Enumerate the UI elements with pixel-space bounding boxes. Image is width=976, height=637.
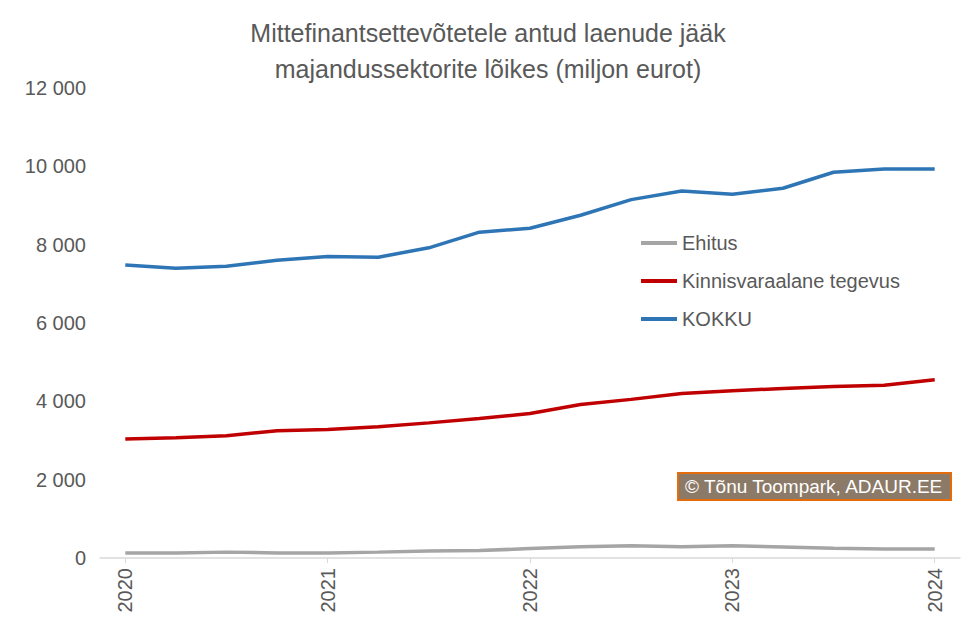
- svg-text:2023: 2023: [721, 568, 743, 613]
- svg-text:8 000: 8 000: [36, 234, 86, 256]
- svg-text:2 000: 2 000: [36, 469, 86, 491]
- svg-text:4 000: 4 000: [36, 390, 86, 412]
- svg-text:10 000: 10 000: [25, 155, 86, 177]
- svg-text:2020: 2020: [114, 568, 136, 613]
- svg-text:12 000: 12 000: [25, 77, 86, 99]
- svg-text:© Tõnu Toompark, ADAUR.EE: © Tõnu Toompark, ADAUR.EE: [685, 476, 942, 497]
- svg-text:majandussektorite lõikes (milj: majandussektorite lõikes (miljon eurot): [275, 55, 702, 83]
- svg-text:6 000: 6 000: [36, 312, 86, 334]
- svg-text:2022: 2022: [519, 568, 541, 613]
- svg-text:Ehitus: Ehitus: [682, 232, 738, 254]
- svg-text:2021: 2021: [317, 568, 339, 613]
- svg-text:2024: 2024: [924, 568, 946, 613]
- svg-text:KOKKU: KOKKU: [682, 308, 752, 330]
- svg-text:Mittefinantsettevõtetele antud: Mittefinantsettevõtetele antud laenude j…: [250, 19, 726, 47]
- svg-text:Kinnisvaraalane tegevus: Kinnisvaraalane tegevus: [682, 270, 900, 292]
- svg-text:0: 0: [75, 547, 86, 569]
